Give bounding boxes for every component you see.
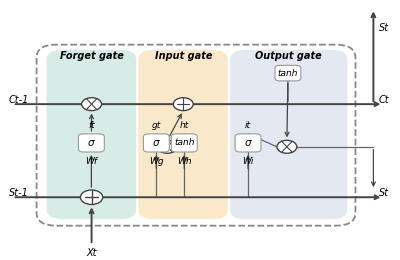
Text: ht: ht (180, 121, 189, 130)
Text: Wg: Wg (149, 157, 164, 166)
Text: σ: σ (153, 138, 160, 148)
Text: St: St (379, 23, 389, 33)
Text: St-1: St-1 (9, 188, 28, 198)
FancyBboxPatch shape (78, 134, 104, 152)
Text: Wf: Wf (85, 157, 97, 166)
Circle shape (277, 140, 297, 153)
Text: gt: gt (152, 121, 161, 130)
FancyBboxPatch shape (171, 134, 197, 152)
FancyBboxPatch shape (138, 50, 228, 219)
Circle shape (80, 190, 103, 204)
Text: Wh: Wh (177, 157, 192, 166)
Text: σ: σ (245, 138, 251, 148)
Text: St: St (379, 188, 389, 198)
FancyBboxPatch shape (230, 50, 348, 219)
Text: Ct: Ct (379, 95, 389, 105)
FancyBboxPatch shape (235, 134, 261, 152)
Text: it: it (245, 121, 251, 130)
FancyBboxPatch shape (143, 134, 169, 152)
Text: Wi: Wi (242, 157, 254, 166)
Text: Forget gate: Forget gate (60, 51, 124, 61)
Text: Xt: Xt (86, 248, 97, 258)
Text: tanh: tanh (174, 138, 194, 147)
FancyBboxPatch shape (275, 65, 301, 81)
Circle shape (82, 98, 102, 110)
Text: ft: ft (88, 121, 95, 130)
Text: σ: σ (88, 138, 95, 148)
Text: Ct-1: Ct-1 (9, 95, 29, 105)
Circle shape (157, 140, 177, 153)
Circle shape (173, 98, 193, 110)
Text: Output gate: Output gate (255, 51, 322, 61)
FancyBboxPatch shape (46, 50, 136, 219)
Text: tanh: tanh (278, 69, 298, 77)
Text: Input gate: Input gate (154, 51, 212, 61)
